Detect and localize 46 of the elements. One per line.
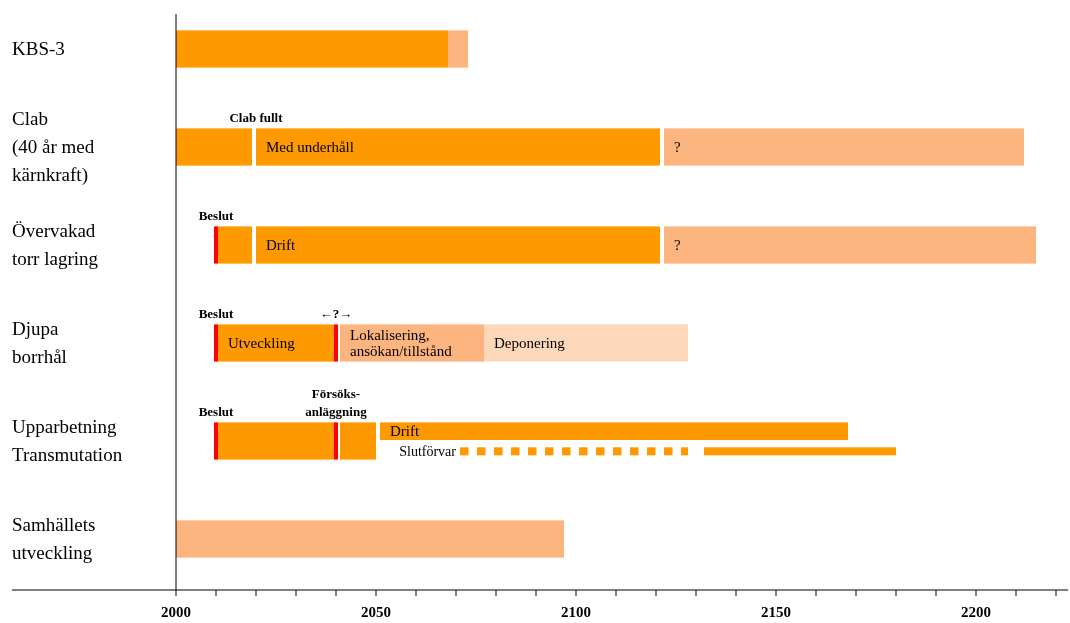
annotation: Beslut [198,306,235,322]
y-tick-label: Djupa borrhål [12,318,67,367]
data-label: Drift [266,237,296,253]
bar [218,226,252,264]
x-tick-label: 2050 [361,604,391,620]
y-tick-label: Övervakad torr lagring [12,220,99,269]
data-label: Slutförvar [399,444,457,460]
bar [704,447,896,456]
bar [334,422,338,460]
data-label: ? [674,139,681,155]
annotation: ←?→ [319,306,353,322]
bar [214,324,218,362]
bar [256,226,660,264]
y-tick-label: Upparbetning Transmutation [12,416,123,465]
data-label: Drift [390,423,420,439]
bar [176,128,252,166]
bar [448,30,468,68]
data-label: Deponering [494,335,566,351]
bar [334,324,338,362]
bar [176,520,564,558]
x-tick-label: 2100 [561,604,591,620]
y-tick-label: KBS-3 [12,38,65,59]
bar [214,226,218,264]
x-tick-label: 2000 [161,604,191,620]
annotation: Beslut [198,404,235,420]
annotation: Beslut [198,208,235,224]
bar [484,324,688,362]
bar [664,226,1036,264]
y-tick-label: Clab (40 år med kärnkraft) [12,108,95,186]
bar [340,422,376,460]
x-tick-label: 2150 [761,604,791,620]
data-label: Lokalisering, ansökan/tillstånd [350,327,453,359]
y-tick-label: Samhällets utveckling [12,514,96,563]
data-label: ? [674,237,681,253]
bar [176,30,448,68]
bar [460,447,688,456]
bar [218,422,334,460]
x-tick-label: 2200 [961,604,991,620]
data-label: Utveckling [228,335,296,351]
bar [664,128,1024,166]
annotation: Clab fullt [229,110,284,126]
data-label: Med underhåll [266,139,354,155]
bar [214,422,218,460]
bar [256,128,660,166]
bar [218,324,334,362]
annotation: Försöks- anläggning [305,386,368,420]
